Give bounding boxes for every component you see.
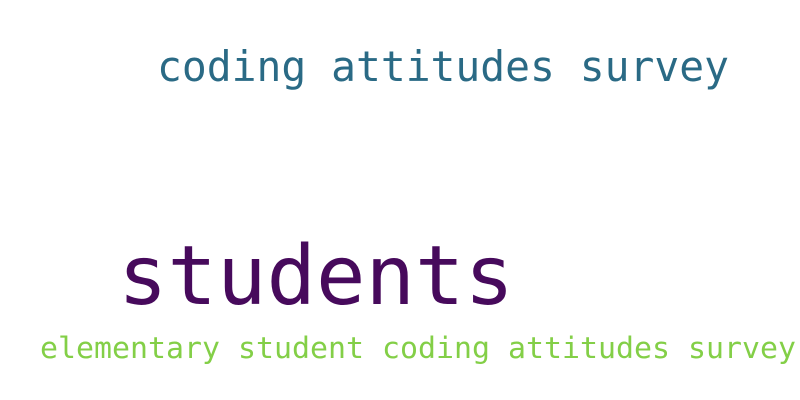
word-coding-attitudes-survey: coding attitudes survey: [157, 42, 729, 91]
word-students: students: [118, 229, 514, 324]
word-elementary-student-coding-attitudes-survey: elementary student coding attitudes surv…: [40, 331, 796, 365]
